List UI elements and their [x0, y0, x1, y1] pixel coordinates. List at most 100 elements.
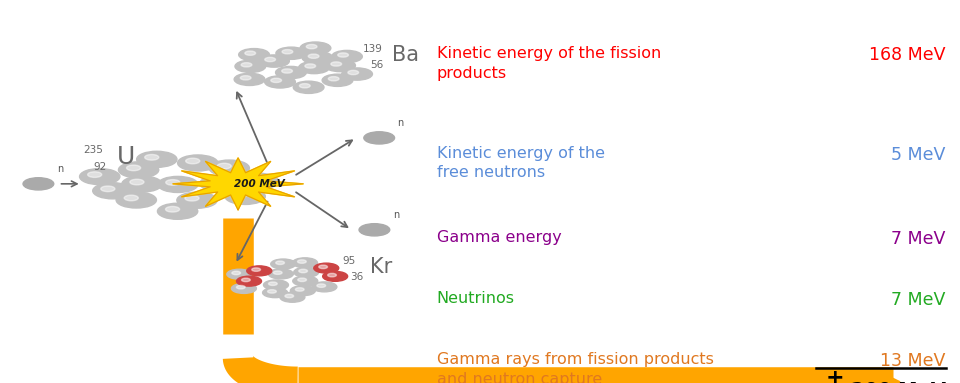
Circle shape: [178, 155, 218, 171]
Text: Ba: Ba: [392, 45, 419, 65]
Circle shape: [342, 68, 372, 80]
Circle shape: [227, 269, 252, 279]
Circle shape: [263, 288, 288, 298]
Circle shape: [87, 172, 102, 177]
Circle shape: [166, 180, 180, 185]
Circle shape: [271, 259, 296, 269]
Circle shape: [236, 276, 261, 286]
Circle shape: [225, 188, 265, 205]
Circle shape: [238, 173, 278, 189]
Circle shape: [242, 278, 251, 282]
Circle shape: [323, 272, 348, 282]
Circle shape: [305, 64, 316, 68]
Circle shape: [271, 78, 281, 82]
Text: 7 MeV: 7 MeV: [891, 291, 946, 309]
Text: 56: 56: [371, 60, 384, 70]
Circle shape: [235, 60, 266, 72]
Circle shape: [269, 282, 277, 285]
Circle shape: [217, 163, 231, 169]
Circle shape: [145, 154, 158, 160]
Text: 235: 235: [84, 145, 104, 155]
Circle shape: [294, 267, 319, 277]
Text: Kr: Kr: [370, 257, 392, 277]
Circle shape: [207, 178, 222, 184]
Circle shape: [263, 280, 288, 290]
Circle shape: [298, 260, 306, 263]
Circle shape: [136, 151, 177, 167]
Circle shape: [236, 285, 245, 289]
Text: Neutrinos: Neutrinos: [437, 291, 515, 306]
Circle shape: [317, 284, 325, 287]
Text: 200 MeV: 200 MeV: [234, 179, 284, 189]
Circle shape: [101, 186, 115, 192]
Circle shape: [23, 178, 54, 190]
Circle shape: [118, 162, 158, 178]
Circle shape: [239, 49, 270, 61]
Text: U: U: [117, 144, 135, 169]
Text: 139: 139: [363, 44, 383, 54]
Circle shape: [185, 158, 200, 164]
Circle shape: [274, 271, 282, 274]
Circle shape: [127, 165, 140, 171]
Circle shape: [157, 203, 198, 219]
Circle shape: [276, 66, 306, 79]
Text: Gamma energy: Gamma energy: [437, 230, 562, 245]
Circle shape: [285, 294, 294, 298]
Circle shape: [200, 175, 240, 192]
Circle shape: [165, 206, 180, 212]
Circle shape: [209, 160, 250, 176]
Text: 13 MeV: 13 MeV: [880, 352, 946, 370]
Text: 168 MeV: 168 MeV: [869, 46, 946, 64]
Circle shape: [93, 183, 133, 199]
Circle shape: [331, 62, 342, 66]
Circle shape: [324, 59, 355, 72]
Circle shape: [116, 192, 156, 208]
Circle shape: [328, 77, 339, 81]
Text: Kinetic energy of the fission
products: Kinetic energy of the fission products: [437, 46, 661, 81]
Circle shape: [246, 177, 260, 182]
Circle shape: [122, 176, 162, 192]
Text: 7 MeV: 7 MeV: [891, 230, 946, 248]
Circle shape: [177, 192, 217, 208]
Circle shape: [268, 290, 276, 293]
Circle shape: [296, 288, 304, 291]
Circle shape: [319, 265, 327, 268]
Circle shape: [299, 61, 329, 74]
Circle shape: [348, 70, 359, 75]
Circle shape: [300, 42, 331, 54]
Circle shape: [359, 224, 390, 236]
Circle shape: [157, 177, 198, 193]
Circle shape: [293, 81, 324, 93]
Circle shape: [282, 49, 293, 54]
Text: n: n: [393, 210, 399, 220]
Circle shape: [306, 44, 317, 49]
Circle shape: [312, 282, 337, 292]
Text: Kinetic energy of the
free neutrons: Kinetic energy of the free neutrons: [437, 146, 605, 180]
Circle shape: [300, 83, 310, 88]
Text: Gamma rays from fission products
and neutron capture: Gamma rays from fission products and neu…: [437, 352, 713, 383]
Text: 200 MeV: 200 MeV: [851, 381, 946, 383]
Circle shape: [314, 263, 339, 273]
Circle shape: [233, 192, 247, 197]
Polygon shape: [173, 158, 303, 210]
Circle shape: [240, 76, 252, 80]
Circle shape: [299, 269, 307, 273]
Circle shape: [245, 51, 255, 55]
Text: 36: 36: [350, 272, 364, 282]
Circle shape: [130, 179, 144, 185]
Circle shape: [308, 54, 319, 58]
Circle shape: [293, 276, 318, 286]
Text: 95: 95: [343, 256, 356, 266]
Circle shape: [124, 195, 138, 201]
Circle shape: [258, 55, 289, 67]
Circle shape: [327, 273, 336, 277]
Circle shape: [290, 286, 315, 296]
Circle shape: [252, 268, 260, 271]
Circle shape: [247, 266, 272, 276]
Circle shape: [231, 283, 256, 293]
Circle shape: [234, 73, 265, 85]
Circle shape: [298, 278, 306, 282]
Circle shape: [241, 63, 252, 67]
Circle shape: [265, 57, 276, 62]
Text: 5 MeV: 5 MeV: [891, 146, 946, 164]
